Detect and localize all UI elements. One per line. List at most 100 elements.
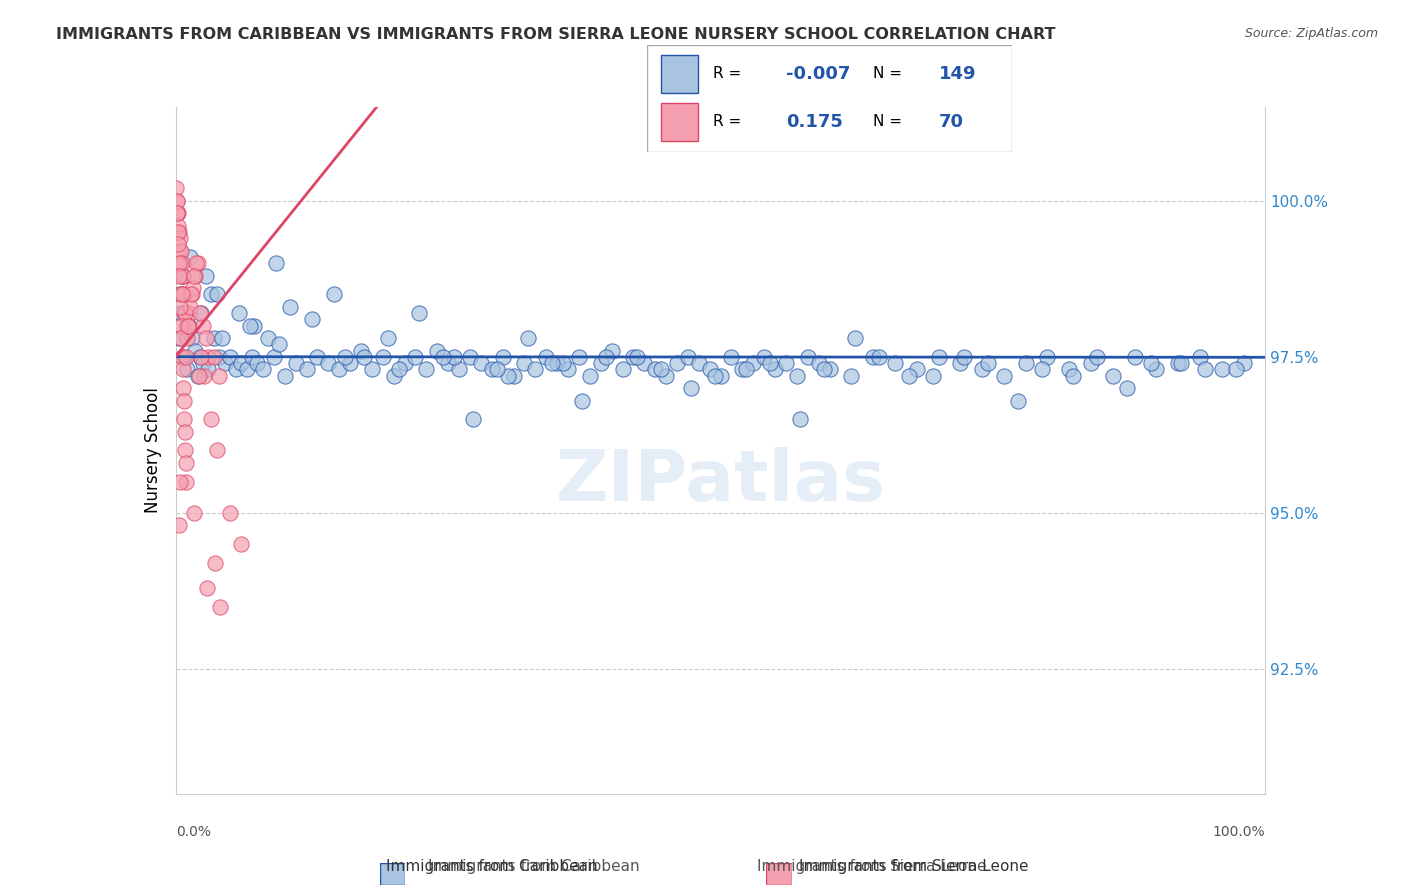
Point bbox=[195, 268, 218, 283]
Point bbox=[502, 368, 524, 383]
Point bbox=[1102, 368, 1125, 383]
Point bbox=[183, 506, 205, 520]
Point bbox=[447, 362, 470, 376]
Point bbox=[763, 362, 786, 376]
Point bbox=[371, 350, 394, 364]
Point bbox=[167, 206, 190, 220]
Point bbox=[1031, 362, 1053, 376]
Point bbox=[186, 256, 208, 270]
Point bbox=[394, 356, 416, 370]
Text: 149: 149 bbox=[939, 64, 977, 82]
Point bbox=[295, 362, 318, 376]
Point bbox=[949, 356, 972, 370]
Point bbox=[166, 206, 188, 220]
Point bbox=[1085, 350, 1108, 364]
Text: R =: R = bbox=[713, 66, 741, 81]
Text: 0.175: 0.175 bbox=[786, 112, 842, 130]
Point bbox=[274, 368, 297, 383]
Point bbox=[231, 537, 253, 551]
Point bbox=[884, 356, 907, 370]
Point bbox=[179, 250, 201, 264]
Point bbox=[1015, 356, 1038, 370]
Point bbox=[264, 256, 287, 270]
Point bbox=[204, 556, 226, 570]
Point bbox=[742, 356, 765, 370]
Point bbox=[169, 300, 191, 314]
Point bbox=[546, 356, 568, 370]
Point bbox=[197, 350, 219, 364]
Point bbox=[516, 331, 538, 345]
Point bbox=[228, 306, 250, 320]
Point bbox=[551, 356, 574, 370]
Point bbox=[166, 194, 188, 208]
Point bbox=[167, 219, 190, 233]
Point bbox=[1189, 350, 1212, 364]
Point bbox=[650, 362, 672, 376]
Text: 100.0%: 100.0% bbox=[1213, 825, 1265, 839]
Point bbox=[301, 312, 323, 326]
Point bbox=[540, 356, 562, 370]
Point bbox=[174, 306, 197, 320]
Point bbox=[181, 331, 204, 345]
Point bbox=[284, 356, 307, 370]
Point bbox=[173, 287, 195, 301]
Point bbox=[190, 350, 212, 364]
Point bbox=[496, 368, 519, 383]
Text: 0.0%: 0.0% bbox=[176, 825, 211, 839]
Point bbox=[170, 256, 193, 270]
Point bbox=[193, 368, 215, 383]
Point bbox=[322, 287, 344, 301]
Point bbox=[263, 350, 285, 364]
Point bbox=[813, 362, 835, 376]
Point bbox=[1167, 356, 1189, 370]
Point bbox=[426, 343, 449, 358]
Point bbox=[167, 268, 190, 283]
Point bbox=[731, 362, 754, 376]
Y-axis label: Nursery School: Nursery School bbox=[143, 387, 162, 514]
Point bbox=[1007, 393, 1029, 408]
Point bbox=[922, 368, 945, 383]
Text: R =: R = bbox=[713, 114, 741, 129]
Point bbox=[173, 350, 195, 364]
Text: Immigrants from Caribbean: Immigrants from Caribbean bbox=[429, 859, 640, 874]
Point bbox=[486, 362, 509, 376]
Point bbox=[382, 368, 405, 383]
Point bbox=[1116, 381, 1139, 395]
Point bbox=[209, 599, 232, 614]
Point bbox=[202, 350, 225, 364]
Text: N =: N = bbox=[873, 66, 903, 81]
Point bbox=[993, 368, 1015, 383]
Point bbox=[361, 362, 384, 376]
Point bbox=[600, 343, 623, 358]
Point bbox=[1080, 356, 1102, 370]
Point bbox=[1194, 362, 1216, 376]
Point bbox=[219, 350, 242, 364]
Point bbox=[443, 350, 465, 364]
Text: N =: N = bbox=[873, 114, 903, 129]
Point bbox=[166, 194, 188, 208]
Point bbox=[187, 368, 209, 383]
Point bbox=[170, 331, 193, 345]
Point bbox=[972, 362, 994, 376]
Point bbox=[841, 368, 863, 383]
Point bbox=[191, 318, 214, 333]
Point bbox=[377, 331, 399, 345]
Point bbox=[1233, 356, 1256, 370]
Point bbox=[928, 350, 950, 364]
Point bbox=[170, 306, 193, 320]
Point bbox=[1211, 362, 1233, 376]
Point bbox=[898, 368, 921, 383]
Point bbox=[186, 256, 209, 270]
Point bbox=[524, 362, 547, 376]
Point bbox=[170, 318, 193, 333]
Point bbox=[169, 287, 191, 301]
Point bbox=[557, 362, 579, 376]
Point bbox=[246, 356, 269, 370]
Point bbox=[200, 412, 222, 426]
Point bbox=[167, 518, 190, 533]
Point bbox=[307, 350, 329, 364]
Point bbox=[177, 318, 200, 333]
Point bbox=[211, 331, 233, 345]
Point bbox=[481, 362, 503, 376]
Point bbox=[318, 356, 340, 370]
